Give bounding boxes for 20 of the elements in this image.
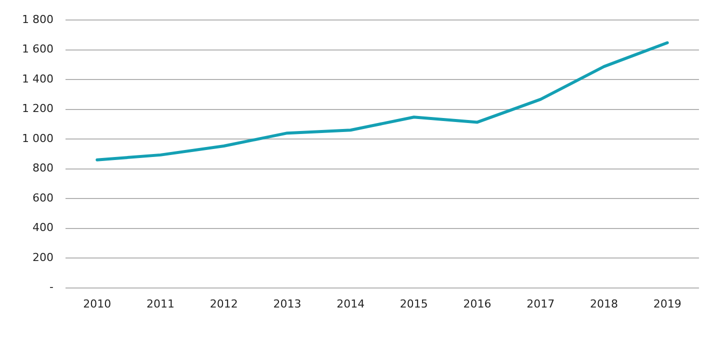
y-tick-label: - xyxy=(50,280,54,294)
x-tick-label: 2018 xyxy=(590,297,618,310)
y-tick-label: 200 xyxy=(32,250,54,264)
y-tick-label: 800 xyxy=(32,162,54,175)
x-tick-label: 2012 xyxy=(210,297,238,310)
y-tick-label: 1 400 xyxy=(22,72,54,86)
x-tick-label: 2013 xyxy=(273,297,302,310)
x-tick-label: 2017 xyxy=(526,297,555,310)
y-tick-label: 1 000 xyxy=(22,132,54,145)
y-tick-label: 1 200 xyxy=(22,102,54,116)
y-tick-label: 600 xyxy=(32,191,54,204)
y-tick-label: 1 600 xyxy=(22,42,54,56)
y-tick-label: 400 xyxy=(32,221,54,234)
x-tick-label: 2011 xyxy=(146,297,175,310)
x-tick-label: 2010 xyxy=(83,297,112,310)
x-tick-label: 2016 xyxy=(463,297,492,310)
y-tick-label: 1 800 xyxy=(22,12,54,26)
x-tick-label: 2015 xyxy=(400,297,428,310)
x-tick-label: 2014 xyxy=(336,297,365,310)
x-tick-label: 2019 xyxy=(653,297,682,310)
